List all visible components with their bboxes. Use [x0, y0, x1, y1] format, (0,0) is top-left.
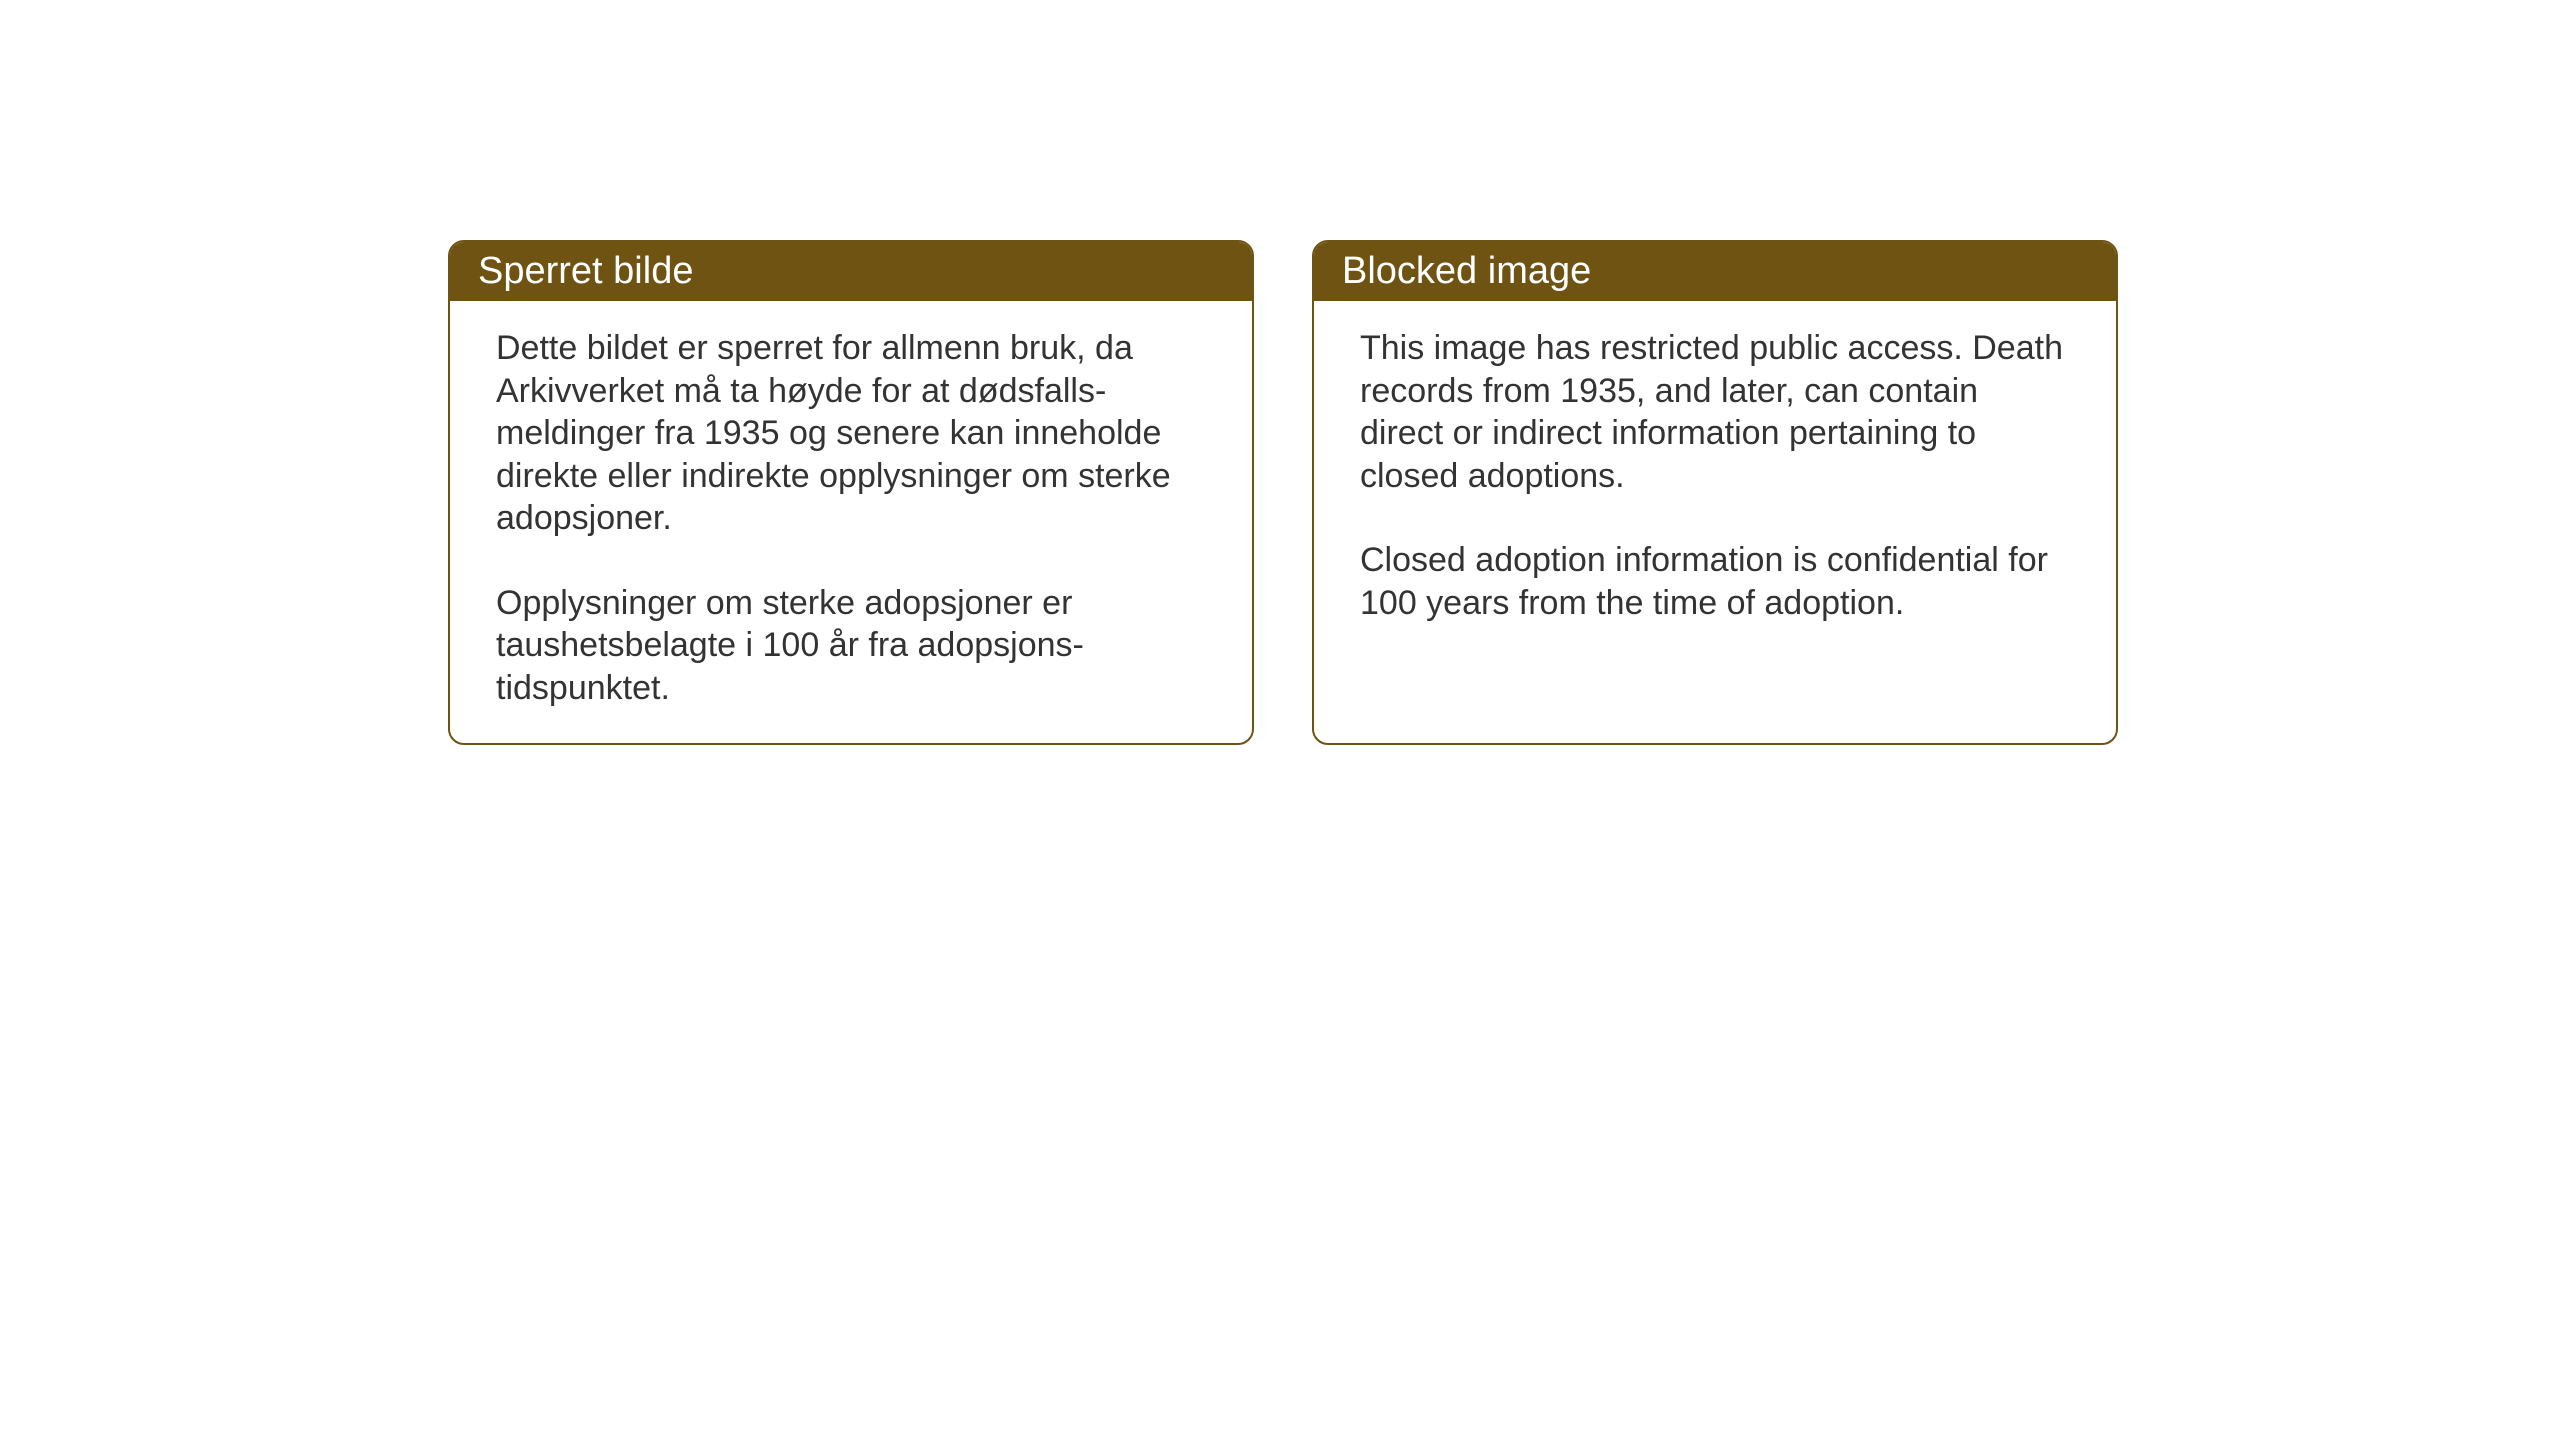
paragraph-norwegian-2: Opplysninger om sterke adopsjoner er tau…: [496, 582, 1206, 710]
paragraph-norwegian-1: Dette bildet er sperret for allmenn bruk…: [496, 327, 1206, 540]
notice-card-english: Blocked image This image has restricted …: [1312, 240, 2118, 745]
card-header-norwegian: Sperret bilde: [450, 242, 1252, 301]
notice-container: Sperret bilde Dette bildet er sperret fo…: [448, 240, 2118, 745]
card-header-english: Blocked image: [1314, 242, 2116, 301]
paragraph-english-2: Closed adoption information is confident…: [1360, 539, 2070, 624]
notice-card-norwegian: Sperret bilde Dette bildet er sperret fo…: [448, 240, 1254, 745]
paragraph-english-1: This image has restricted public access.…: [1360, 327, 2070, 497]
card-body-norwegian: Dette bildet er sperret for allmenn bruk…: [450, 301, 1252, 743]
card-body-english: This image has restricted public access.…: [1314, 301, 2116, 691]
